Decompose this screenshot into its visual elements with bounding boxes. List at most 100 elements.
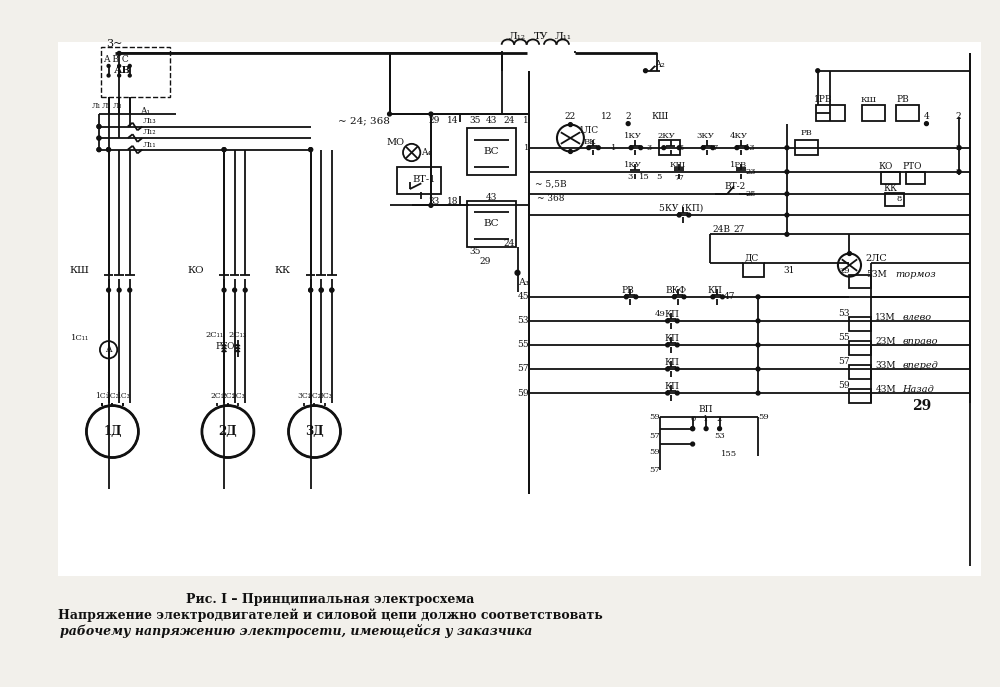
Text: 45: 45	[517, 293, 529, 302]
Text: 5: 5	[656, 172, 662, 181]
Circle shape	[330, 288, 334, 292]
Text: Л₃: Л₃	[113, 102, 122, 111]
Text: 49: 49	[654, 310, 665, 318]
Circle shape	[675, 319, 679, 323]
Text: 1Д: 1Д	[103, 425, 122, 438]
Bar	[795, 140, 818, 155]
Bar	[881, 172, 900, 184]
Text: A B C: A B C	[103, 55, 129, 64]
Text: 2С₁₁: 2С₁₁	[205, 331, 223, 339]
Text: Л₁: Л₁	[92, 102, 101, 111]
Text: 35: 35	[469, 116, 481, 125]
Circle shape	[117, 288, 121, 292]
Text: 12: 12	[601, 113, 613, 122]
Circle shape	[691, 427, 695, 431]
Text: 1C₃: 1C₃	[116, 392, 130, 400]
Circle shape	[701, 146, 705, 150]
Circle shape	[644, 69, 647, 73]
Bar	[743, 263, 764, 277]
Text: 1ЗМ: 1ЗМ	[875, 313, 896, 322]
Circle shape	[634, 295, 638, 299]
Text: 57: 57	[649, 432, 660, 440]
Text: 22: 22	[565, 113, 576, 122]
Text: ВТ-2: ВТ-2	[724, 181, 746, 191]
Text: 29: 29	[839, 267, 850, 275]
Text: A₂: A₂	[654, 60, 665, 69]
Text: 1C₂: 1C₂	[106, 392, 119, 400]
Circle shape	[309, 148, 313, 152]
Text: 3C₃: 3C₃	[318, 392, 332, 400]
Circle shape	[118, 74, 121, 77]
Text: A₁: A₁	[140, 106, 150, 115]
Circle shape	[756, 391, 760, 395]
Bar	[467, 128, 516, 174]
Circle shape	[128, 288, 132, 292]
Text: ВС: ВС	[484, 147, 499, 156]
Circle shape	[629, 146, 633, 150]
Circle shape	[662, 146, 666, 150]
Circle shape	[569, 123, 572, 126]
Text: РВ: РВ	[800, 129, 812, 137]
Text: ~ 368: ~ 368	[537, 194, 565, 203]
Bar	[862, 105, 885, 121]
Text: КШ: КШ	[69, 267, 89, 275]
Circle shape	[675, 391, 679, 395]
Circle shape	[222, 148, 226, 152]
Text: 2C₃: 2C₃	[232, 392, 245, 400]
Text: 2: 2	[956, 168, 961, 176]
Circle shape	[691, 427, 695, 431]
Text: 55: 55	[517, 341, 529, 350]
Text: 3Д: 3Д	[305, 425, 324, 438]
Circle shape	[785, 192, 789, 196]
Text: 43: 43	[486, 193, 497, 202]
Circle shape	[711, 295, 715, 299]
Text: 2: 2	[955, 113, 961, 122]
Text: КП: КП	[707, 286, 722, 295]
Text: 1C₁: 1C₁	[95, 392, 109, 400]
Circle shape	[118, 65, 121, 67]
Text: ВТ-1: ВТ-1	[412, 175, 436, 184]
Circle shape	[756, 295, 760, 299]
Circle shape	[107, 288, 111, 292]
Circle shape	[639, 146, 643, 150]
Text: 5КУ (КП): 5КУ (КП)	[659, 204, 703, 213]
Text: 2: 2	[717, 415, 722, 423]
Text: 57: 57	[517, 365, 529, 374]
Text: 2: 2	[625, 113, 631, 122]
Text: 4: 4	[924, 113, 929, 122]
Circle shape	[666, 367, 670, 371]
Circle shape	[745, 146, 748, 150]
Text: 2ЛС: 2ЛС	[866, 254, 888, 263]
Text: 24В: 24В	[713, 225, 731, 234]
Circle shape	[675, 343, 679, 347]
Text: ВП: ВП	[699, 405, 713, 414]
Circle shape	[848, 251, 851, 256]
Text: РВ: РВ	[896, 95, 909, 104]
Text: 3: 3	[627, 172, 633, 181]
Text: 33: 33	[428, 197, 439, 206]
Circle shape	[128, 65, 131, 67]
Circle shape	[233, 288, 237, 292]
Text: A₄: A₄	[421, 148, 431, 157]
Text: 4ЗМ: 4ЗМ	[875, 385, 896, 394]
Circle shape	[721, 295, 724, 299]
Text: КО: КО	[187, 267, 204, 275]
Circle shape	[97, 124, 101, 128]
Circle shape	[587, 146, 591, 150]
Text: 77: 77	[674, 174, 684, 181]
Circle shape	[107, 65, 110, 67]
Text: 8: 8	[897, 194, 902, 203]
Text: 23: 23	[745, 168, 756, 176]
Text: A: A	[105, 346, 112, 354]
Text: 1КУ: 1КУ	[624, 132, 642, 140]
Circle shape	[569, 150, 572, 153]
Text: 59: 59	[649, 448, 660, 455]
Text: 31: 31	[783, 267, 795, 275]
Text: 15: 15	[639, 172, 650, 181]
Text: 27: 27	[733, 225, 745, 234]
Text: 53: 53	[838, 308, 849, 317]
Text: 13: 13	[745, 144, 756, 152]
Bar	[101, 47, 170, 97]
Circle shape	[816, 69, 820, 73]
Circle shape	[711, 146, 715, 150]
